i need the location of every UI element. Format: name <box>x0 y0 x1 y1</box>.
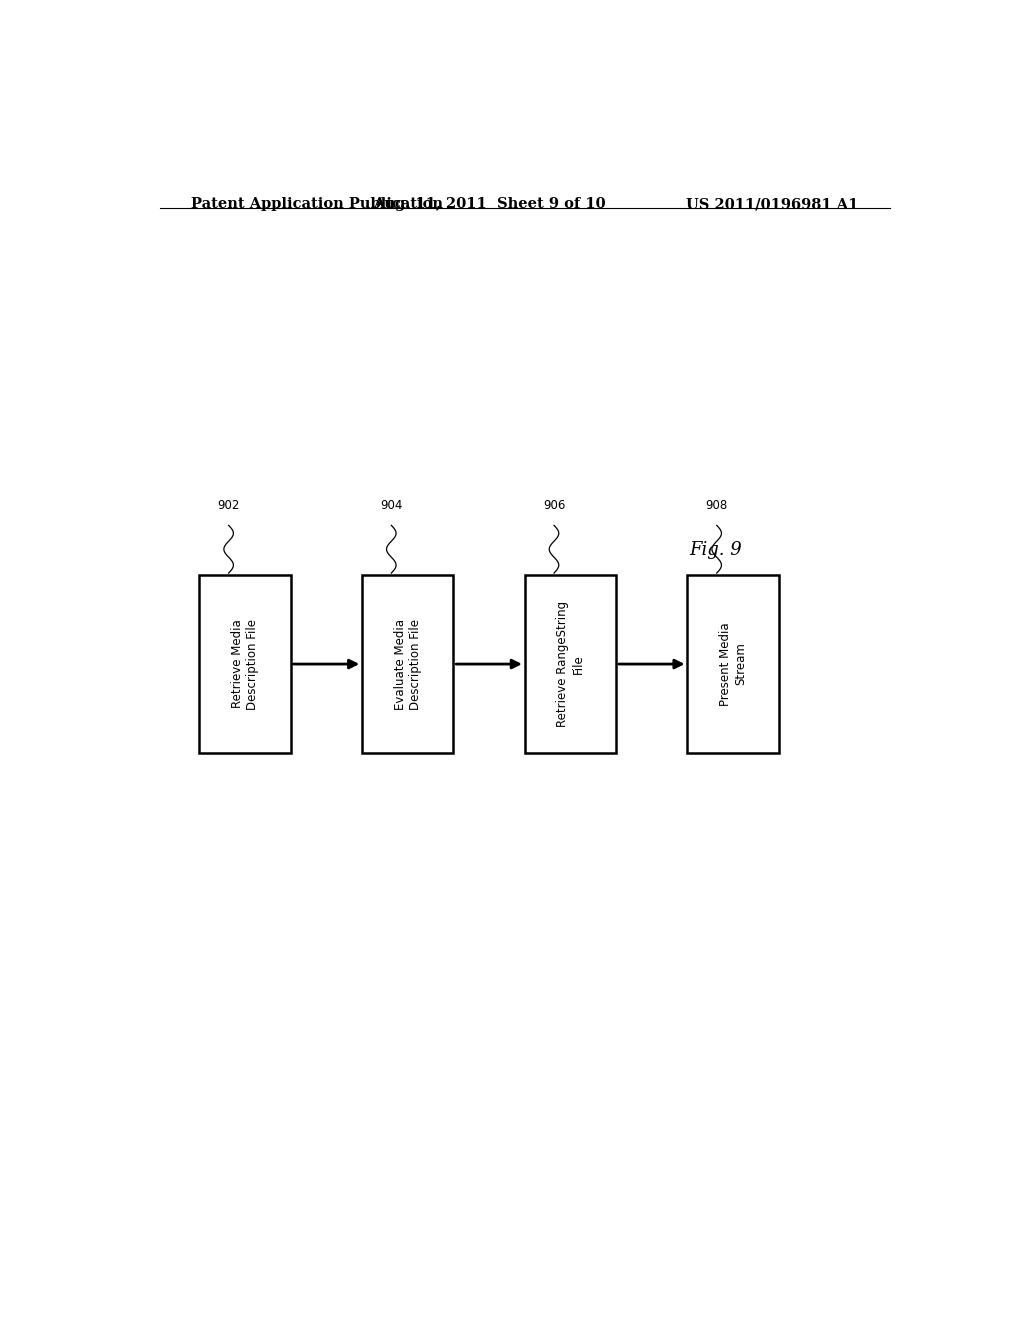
Text: 902: 902 <box>217 499 240 512</box>
Text: Retrieve RangeString
File: Retrieve RangeString File <box>556 601 585 727</box>
Text: Present Media
Stream: Present Media Stream <box>719 622 748 706</box>
Bar <box>362 576 454 752</box>
Text: Retrieve Media
Description File: Retrieve Media Description File <box>231 619 259 710</box>
Text: 908: 908 <box>706 499 728 512</box>
Text: 906: 906 <box>543 499 565 512</box>
Bar <box>687 576 778 752</box>
Text: 904: 904 <box>380 499 402 512</box>
Text: Evaluate Media
Description File: Evaluate Media Description File <box>394 619 422 710</box>
Bar <box>524 576 616 752</box>
Text: Fig. 9: Fig. 9 <box>689 541 741 558</box>
Text: Aug. 11, 2011  Sheet 9 of 10: Aug. 11, 2011 Sheet 9 of 10 <box>373 197 605 211</box>
Bar <box>200 576 291 752</box>
Text: US 2011/0196981 A1: US 2011/0196981 A1 <box>686 197 858 211</box>
Text: Patent Application Publication: Patent Application Publication <box>191 197 443 211</box>
